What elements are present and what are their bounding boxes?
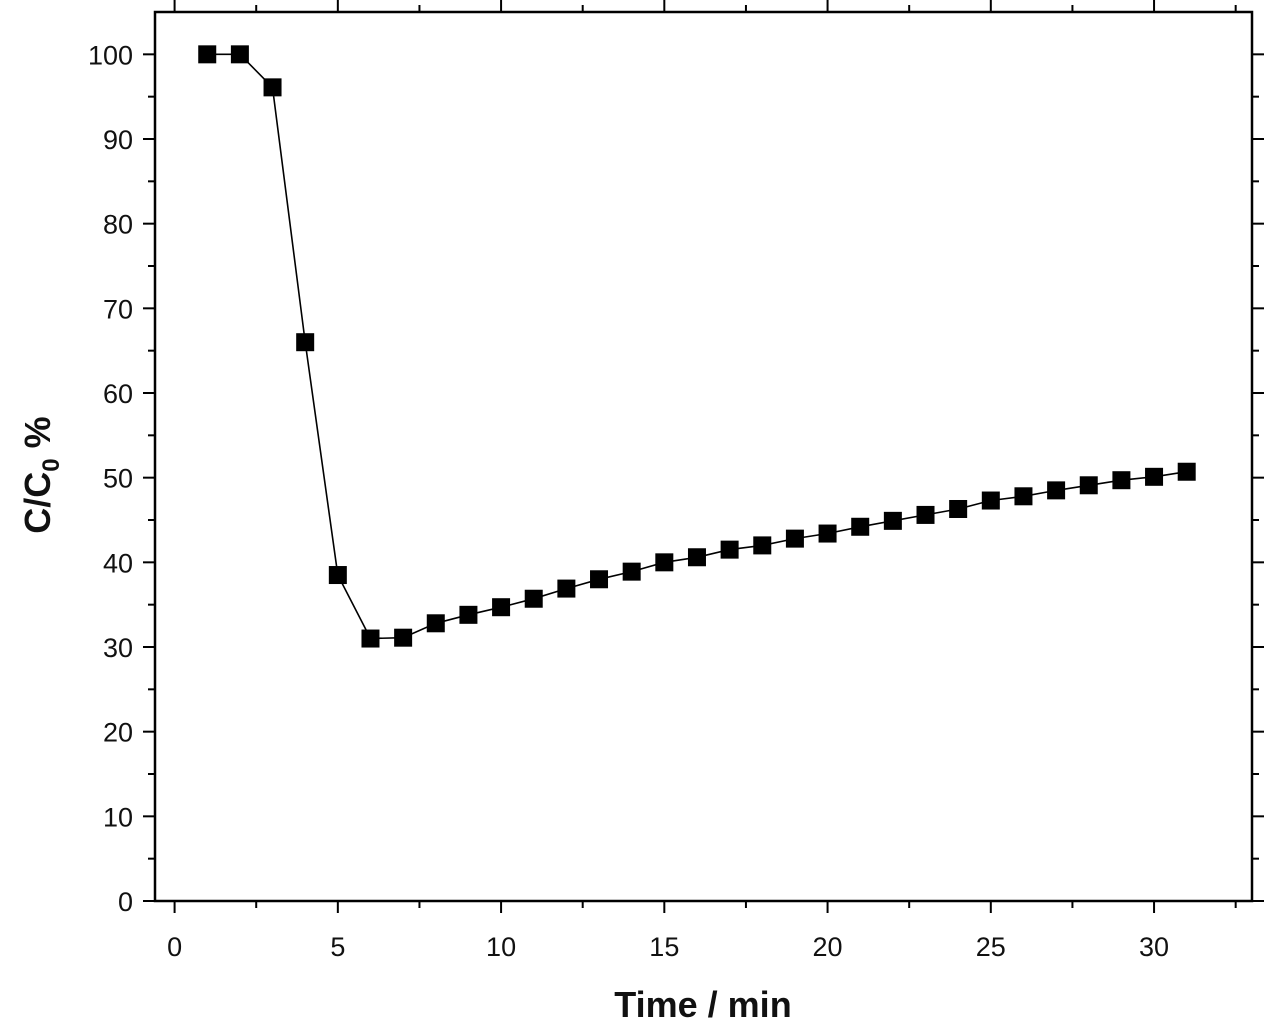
x-tick-label: 25 [976, 932, 1006, 962]
data-point [1047, 481, 1065, 499]
data-point [361, 630, 379, 648]
x-tick-label: 20 [813, 932, 843, 962]
y-tick-label: 0 [118, 887, 133, 917]
series-markers [198, 45, 1195, 647]
y-axis-title-main: C/C [17, 472, 58, 534]
x-axis-title: Time / min [614, 984, 791, 1025]
y-tick-label: 60 [103, 379, 133, 409]
data-point [459, 606, 477, 624]
x-tick-label: 15 [649, 932, 679, 962]
x-axis-tick-labels: 0 5 10 15 20 25 30 [167, 932, 1169, 962]
data-point [949, 500, 967, 518]
data-point [264, 78, 282, 96]
x-axis-ticks [175, 0, 1236, 913]
y-tick-label: 10 [103, 802, 133, 832]
y-tick-label: 40 [103, 548, 133, 578]
data-point [1080, 476, 1098, 494]
data-point [851, 518, 869, 536]
data-point [982, 492, 1000, 510]
data-point [492, 598, 510, 616]
x-tick-label: 0 [167, 932, 182, 962]
data-point [231, 45, 249, 63]
y-tick-label: 80 [103, 210, 133, 240]
y-tick-label: 50 [103, 464, 133, 494]
data-point [1145, 468, 1163, 486]
data-point [688, 548, 706, 566]
data-point [394, 629, 412, 647]
y-axis-title-suffix: % [17, 416, 58, 458]
data-point [525, 590, 543, 608]
data-point [1112, 471, 1130, 489]
chart: 0 5 10 15 20 25 30 0 10 20 30 40 50 60 70 80 90 100 Time… [0, 0, 1267, 1033]
data-point [329, 566, 347, 584]
y-tick-label: 90 [103, 125, 133, 155]
data-point [623, 563, 641, 581]
data-point [1014, 487, 1032, 505]
x-tick-label: 30 [1139, 932, 1169, 962]
data-point [753, 536, 771, 554]
y-tick-label: 20 [103, 718, 133, 748]
data-point [590, 570, 608, 588]
y-tick-label: 70 [103, 294, 133, 324]
x-tick-label: 5 [330, 932, 345, 962]
data-point [198, 45, 216, 63]
data-point [786, 530, 804, 548]
y-tick-label: 30 [103, 633, 133, 663]
data-point [917, 506, 935, 524]
y-axis-title-subscript: 0 [38, 458, 65, 471]
data-point [819, 525, 837, 543]
plot-frame [155, 12, 1252, 901]
data-point [721, 541, 739, 559]
data-point [427, 614, 445, 632]
y-axis-title: C/C0 % [17, 416, 65, 533]
x-tick-label: 10 [486, 932, 516, 962]
y-axis-tick-labels: 0 10 20 30 40 50 60 70 80 90 100 [88, 40, 133, 917]
data-point [655, 553, 673, 571]
y-tick-label: 100 [88, 40, 133, 70]
data-point [1178, 463, 1196, 481]
data-point [296, 333, 314, 351]
data-point [884, 512, 902, 530]
data-point [557, 580, 575, 598]
